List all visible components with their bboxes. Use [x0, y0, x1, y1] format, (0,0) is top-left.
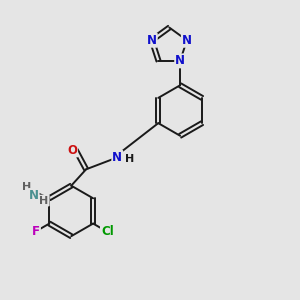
- Text: H: H: [125, 154, 134, 164]
- Text: N: N: [175, 54, 185, 68]
- Text: O: O: [67, 143, 77, 157]
- Text: H: H: [40, 196, 49, 206]
- Text: Cl: Cl: [101, 225, 114, 238]
- Text: H: H: [22, 182, 31, 192]
- Text: N: N: [112, 151, 122, 164]
- Text: N: N: [182, 34, 192, 47]
- Text: N: N: [147, 34, 157, 47]
- Text: F: F: [32, 225, 40, 238]
- Text: N: N: [29, 189, 39, 202]
